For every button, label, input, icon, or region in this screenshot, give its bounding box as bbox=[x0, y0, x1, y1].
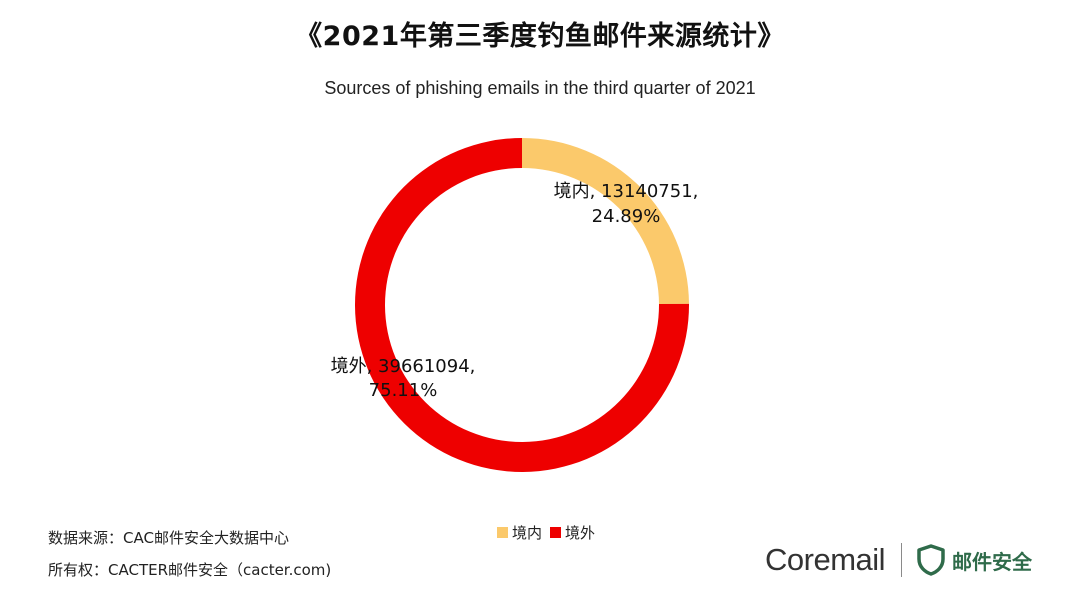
brand-name: Coremail bbox=[765, 542, 886, 577]
data-label-domestic: 境内, 13140751, 24.89% bbox=[554, 181, 699, 227]
brand-tag: 邮件安全 bbox=[952, 549, 1033, 574]
legend-label-domestic: 境内 bbox=[512, 524, 543, 542]
legend-item-overseas: 境外 bbox=[550, 522, 595, 543]
chart-subtitle: Sources of phishing emails in the third … bbox=[324, 78, 756, 98]
legend-swatch-overseas bbox=[550, 527, 562, 538]
chart-title: 《2021年第三季度钓鱼邮件来源统计》 bbox=[295, 21, 785, 52]
data-label-domestic-line2: 24.89% bbox=[592, 206, 661, 227]
copyright-note: 所有权：CACTER邮件安全（cacter.com) bbox=[48, 561, 332, 579]
donut-slice-domestic bbox=[522, 138, 689, 305]
data-label-overseas-line2: 75.11% bbox=[369, 380, 438, 401]
data-label-domestic-line1: 境内, 13140751, bbox=[554, 181, 699, 202]
data-label-overseas-line1: 境外, 39661094, bbox=[331, 356, 476, 377]
legend-label-overseas: 境外 bbox=[565, 524, 596, 542]
legend-item-domestic: 境内 bbox=[497, 522, 542, 543]
legend-swatch-domestic bbox=[497, 527, 508, 538]
brand-logo: Coremail 邮件安全 bbox=[765, 540, 1032, 580]
brand-divider bbox=[901, 543, 903, 577]
data-label-overseas: 境外, 39661094, 75.11% bbox=[331, 356, 476, 401]
legend: 境内 境外 bbox=[497, 522, 595, 543]
shield-icon bbox=[917, 544, 945, 576]
data-source-note: 数据来源：CAC邮件安全大数据中心 bbox=[48, 529, 289, 547]
